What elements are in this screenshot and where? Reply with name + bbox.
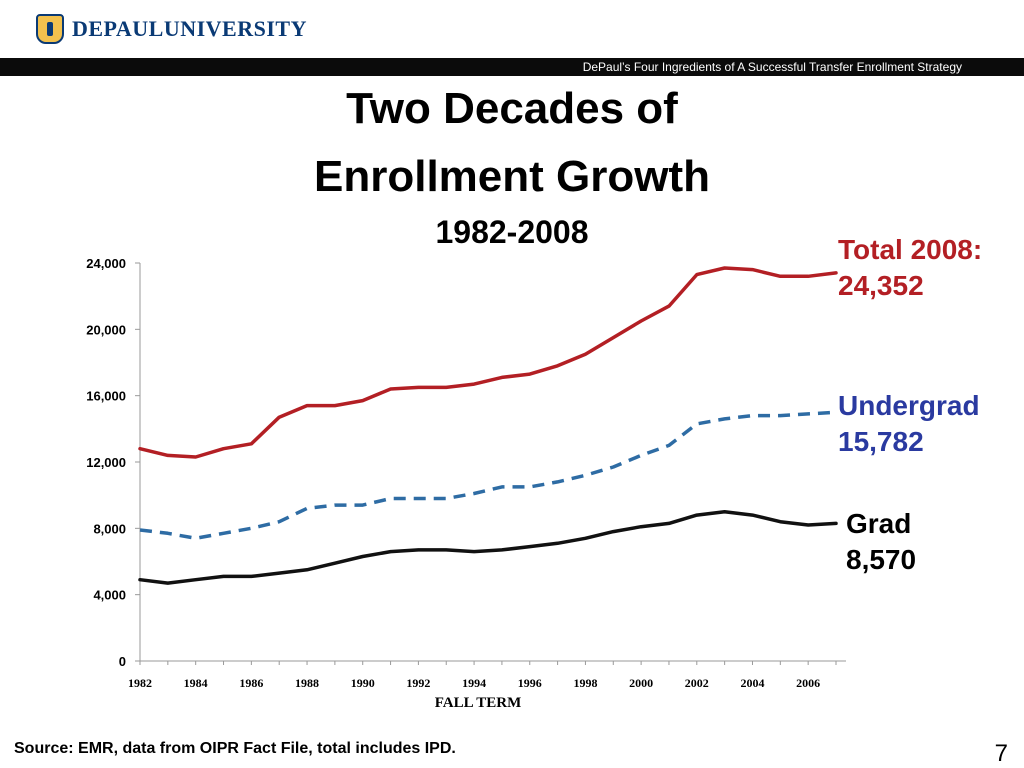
- y-tick-label: 20,000: [86, 322, 126, 337]
- x-tick-label: 1986: [239, 676, 263, 690]
- y-tick-label: 4,000: [93, 588, 126, 603]
- callout-grad-value: 8,570: [846, 544, 917, 575]
- x-tick-label: 2004: [740, 676, 764, 690]
- university-logo: DEPAULUNIVERSITY: [36, 14, 307, 44]
- x-tick-label: 1982: [128, 676, 152, 690]
- series-line-2: [138, 510, 838, 585]
- logo-text: DEPAULUNIVERSITY: [72, 16, 307, 41]
- x-tick-label: 2006: [796, 676, 820, 690]
- callout-grad: Grad 8,570: [846, 506, 916, 578]
- chart-labels: 0 4,000 8,000 12,000 16,000 20,000 24,000 1982 1…: [86, 256, 820, 711]
- x-tick-label: 1994: [462, 676, 486, 690]
- x-tick-label: 1984: [184, 676, 208, 690]
- x-tick-label: 1996: [518, 676, 542, 690]
- y-tick-label: 12,000: [86, 455, 126, 470]
- slide-title-line1: Two Decades of: [346, 84, 678, 133]
- callout-total: Total 2008: 24,352: [838, 232, 982, 304]
- x-tick-label: 1988: [295, 676, 319, 690]
- x-axis-title: FALL TERM: [435, 695, 522, 711]
- header-bar: DEPAULUNIVERSITY: [0, 0, 1024, 56]
- callout-undergrad: Undergrad 15,782: [838, 388, 980, 460]
- y-tick-label: 0: [119, 654, 126, 669]
- callout-grad-label: Grad: [846, 508, 912, 539]
- chart-series: [138, 266, 838, 585]
- series-line-1: [139, 410, 837, 541]
- callout-undergrad-label: Undergrad: [838, 390, 980, 421]
- series-line-0: [138, 266, 838, 459]
- x-tick-label: 2000: [629, 676, 653, 690]
- callout-total-label: Total 2008:: [838, 234, 983, 265]
- x-tick-label: 2002: [685, 676, 709, 690]
- x-tick-label: 1990: [351, 676, 375, 690]
- presentation-subtitle: DePaul’s Four Ingredients of A Successfu…: [582, 60, 962, 74]
- slide-title-line2: Enrollment Growth: [314, 152, 710, 201]
- callout-undergrad-value: 15,782: [838, 426, 924, 457]
- presentation-subtitle-bar: DePaul’s Four Ingredients of A Successfu…: [0, 58, 1024, 76]
- y-tick-label: 24,000: [86, 256, 126, 271]
- x-tick-label: 1992: [406, 676, 430, 690]
- page-number: 7: [994, 740, 1008, 767]
- chart-axes: [135, 262, 846, 665]
- y-tick-label: 8,000: [93, 521, 126, 536]
- enrollment-line-chart: 0 4,000 8,000 12,000 16,000 20,000 24,000 1982 1…: [86, 256, 846, 711]
- slide-title-years: 1982-2008: [435, 214, 589, 250]
- callout-total-value: 24,352: [838, 270, 924, 301]
- x-tick-label: 1998: [573, 676, 597, 690]
- y-tick-label: 16,000: [86, 389, 126, 404]
- shield-icon: [36, 14, 64, 44]
- source-note: Source: EMR, data from OIPR Fact File, t…: [14, 740, 456, 757]
